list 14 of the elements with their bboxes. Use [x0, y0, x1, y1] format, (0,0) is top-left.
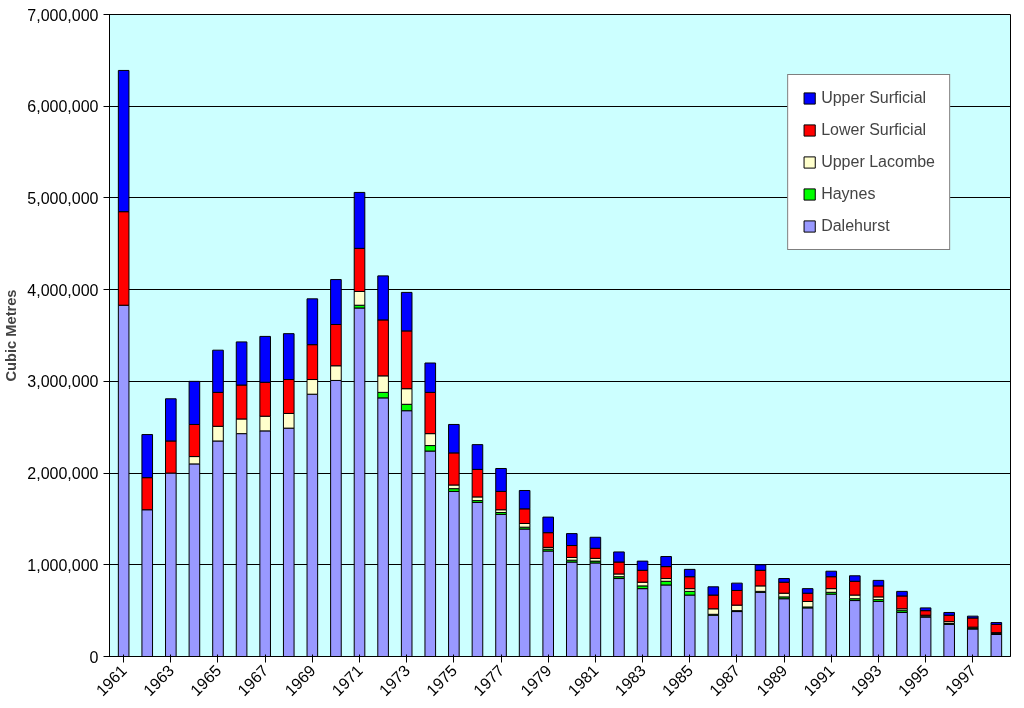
y-tick-label: 1,000,000 [27, 556, 99, 574]
legend-label: Upper Lacombe [821, 153, 935, 171]
y-tick-label: 5,000,000 [27, 189, 99, 207]
y-tick-label: 6,000,000 [27, 98, 99, 116]
y-axis-title: Cubic Metres [3, 289, 20, 382]
y-tick-label: 0 [89, 648, 99, 666]
legend-label: Upper Surficial [821, 89, 927, 107]
y-tick-label: 2,000,000 [27, 465, 99, 483]
y-tick-label: 4,000,000 [27, 281, 99, 299]
y-tick-label: 3,000,000 [27, 373, 99, 391]
y-tick-label: 7,000,000 [27, 6, 99, 24]
legend-label: Lower Surficial [821, 121, 927, 139]
legend-label: Dalehurst [821, 217, 890, 235]
legend-label: Haynes [821, 185, 876, 203]
